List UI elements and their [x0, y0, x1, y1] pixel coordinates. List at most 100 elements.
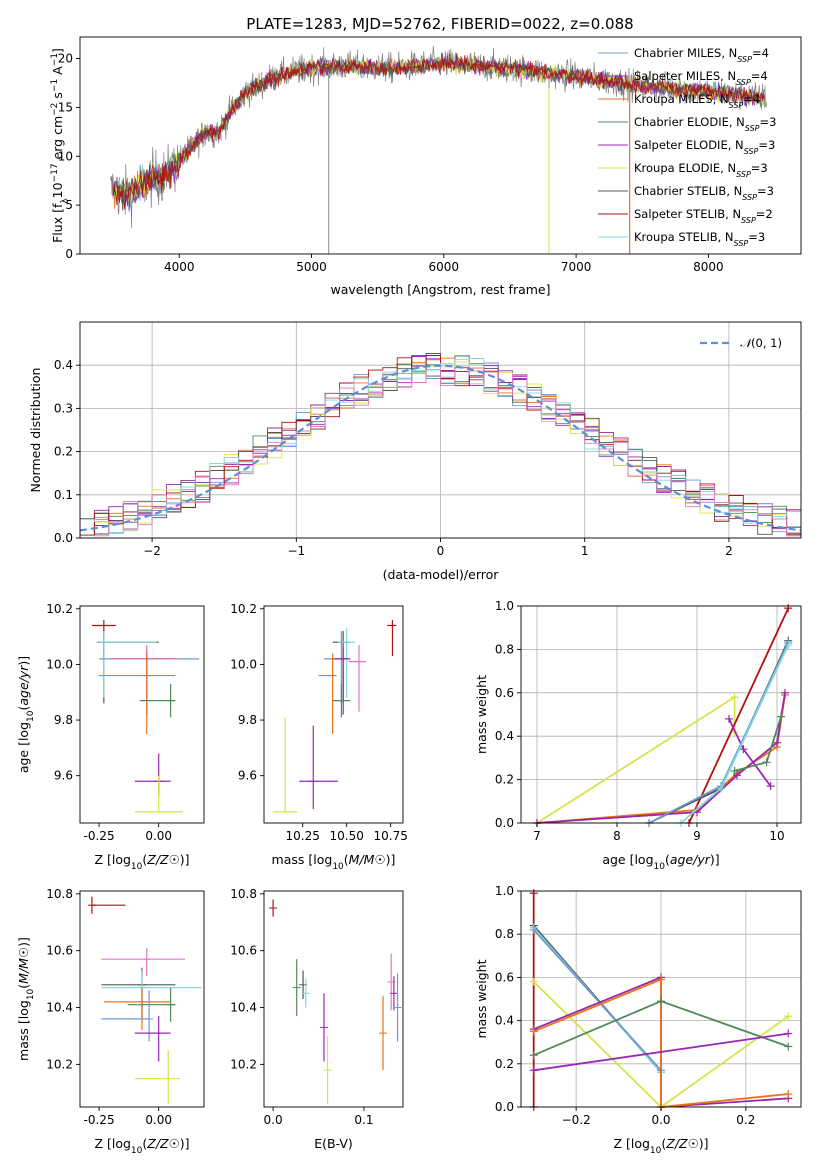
label-part: =4 — [751, 69, 768, 83]
x-tick-label: 8000 — [693, 260, 724, 274]
y-tick-label: 0 — [65, 247, 73, 261]
y-tick-label: 0.2 — [495, 773, 514, 787]
label-part: 10 — [26, 710, 36, 722]
label-part: SSP — [729, 101, 744, 110]
gaussian-reference — [80, 364, 801, 532]
x-axis-label: Z [log10(Z/Z☉)] — [613, 1136, 708, 1156]
y-tick-label: 0.3 — [54, 401, 73, 415]
label-part: =3 — [748, 230, 765, 244]
label-part: )] — [699, 1136, 709, 1151]
label-part: ] — [50, 48, 65, 53]
y-tick-label: 0.0 — [495, 1100, 514, 1114]
label-part: −1 — [50, 53, 60, 66]
y-tick-label: 0.4 — [495, 729, 514, 743]
x-axis-label: age [log10(age/yr)] — [602, 852, 719, 872]
label-part: ( — [142, 852, 147, 867]
axes-frame: 0.0 0.1 10.2 10.4 10.6 10.8 E(B-V) — [230, 887, 404, 1151]
legend-label: Chabrier MILES, NSSP=4 — [634, 46, 769, 64]
x-tick-label: 10.25 — [286, 829, 320, 843]
label-part: ( — [16, 984, 31, 989]
label-part: ( — [344, 852, 349, 867]
y-tick-label: 0.2 — [495, 1057, 514, 1071]
label-part: 10 — [332, 862, 344, 872]
marks — [80, 353, 801, 537]
x-tick-label: 10.75 — [374, 829, 408, 843]
legend-label: Kroupa MILES, NSSP=4 — [634, 92, 760, 110]
label-part: Z [log — [613, 1136, 649, 1151]
x-axis-label: Z [log10(Z/Z☉)] — [94, 1136, 189, 1156]
x-tick-label: 0.00 — [145, 829, 172, 843]
label-part: A — [50, 66, 65, 79]
x-tick-label: 1 — [581, 544, 589, 558]
label-part: Chabrier MILES, N — [634, 46, 737, 60]
x-axis-label: (data-model)/error — [383, 567, 500, 582]
label-part: age/yr — [670, 852, 711, 867]
label-part: Z/Z☉ — [146, 852, 180, 867]
x-tick-label: 0.1 — [354, 1113, 373, 1127]
weight-line — [533, 929, 662, 1071]
y-tick-label: 0.8 — [495, 927, 514, 941]
x-tick-label: 0.00 — [145, 1113, 172, 1127]
label-part: ( — [661, 1136, 666, 1151]
label-part: =3 — [757, 184, 774, 198]
x-axis-label: wavelength [Angstrom, rest frame] — [330, 282, 550, 297]
y-tick-label: 0.0 — [495, 816, 514, 830]
label-part: Salpeter ELODIE, N — [634, 138, 744, 152]
label-part: 10 — [650, 1146, 662, 1156]
label-part: )] — [386, 852, 396, 867]
label-part: age [log — [16, 722, 31, 773]
label-part: Z/Z☉ — [665, 1136, 699, 1151]
legend-label: Salpeter STELIB, NSSP=2 — [634, 207, 773, 225]
weight-line — [648, 642, 790, 824]
axes-frame: -0.25 0.009.69.810.010.2Z [log10(Z/Z☉)]ag… — [16, 602, 205, 872]
weight-line — [648, 640, 790, 824]
label-part: 10 — [131, 1146, 143, 1156]
label-part: ( — [16, 706, 31, 711]
marks — [533, 604, 793, 827]
x-tick-label: 0.0 — [264, 1113, 283, 1127]
panel-EBV-vs-mass: 0.0 0.1 10.2 10.4 10.6 10.8 E(B-V) — [230, 887, 404, 1151]
label-part: λ — [60, 198, 70, 204]
label-part: SSP — [734, 239, 749, 248]
axes-box — [79, 605, 205, 824]
histograms — [80, 353, 801, 537]
label-part: wavelength [Angstrom, rest frame] — [330, 282, 550, 297]
x-tick-label: 0.0 — [651, 1113, 670, 1127]
marks — [87, 896, 202, 1105]
label-part: Flux [f — [50, 203, 65, 243]
label-part: erg cm — [50, 116, 65, 164]
marks — [272, 619, 397, 813]
y-tick-label: 10.4 — [230, 1001, 257, 1015]
x-tick-label: 7000 — [561, 260, 592, 274]
axes-frame: −2 −1 0 1 2 0.0 0.1 0.2 0.3 0.4 (data-model)/error… — [28, 321, 802, 582]
legend-label: Kroupa STELIB, NSSP=3 — [634, 230, 765, 248]
label-part: age [log — [602, 852, 653, 867]
weight-line — [533, 1032, 789, 1072]
label-part: SSP — [742, 193, 757, 202]
y-tick-label: 10.4 — [46, 1001, 73, 1015]
y-tick-label: 9.8 — [54, 713, 73, 727]
y-tick-label: 10.2 — [46, 602, 73, 616]
label-part: mass weight — [474, 675, 489, 754]
weight-series — [533, 604, 793, 827]
y-tick-label: 10.0 — [230, 657, 257, 671]
x-tick-label: -0.25 — [84, 829, 115, 843]
legend-label: Chabrier ELODIE, NSSP=3 — [634, 115, 776, 133]
y-tick-label: 0.1 — [54, 488, 73, 502]
x-tick-label: 6000 — [429, 260, 460, 274]
label-part: =3 — [751, 161, 768, 175]
y-tick-label: 10.2 — [46, 1057, 73, 1071]
label-part: Salpeter STELIB, N — [634, 207, 741, 221]
y-tick-label: 9.6 — [238, 769, 257, 783]
marks — [110, 45, 767, 254]
label-part: mass weight — [474, 959, 489, 1038]
model-spectrum — [112, 53, 765, 209]
label-part: =4 — [743, 92, 760, 106]
label-part: M/M☉ — [16, 947, 31, 984]
y-tick-label: 0.4 — [54, 358, 73, 372]
